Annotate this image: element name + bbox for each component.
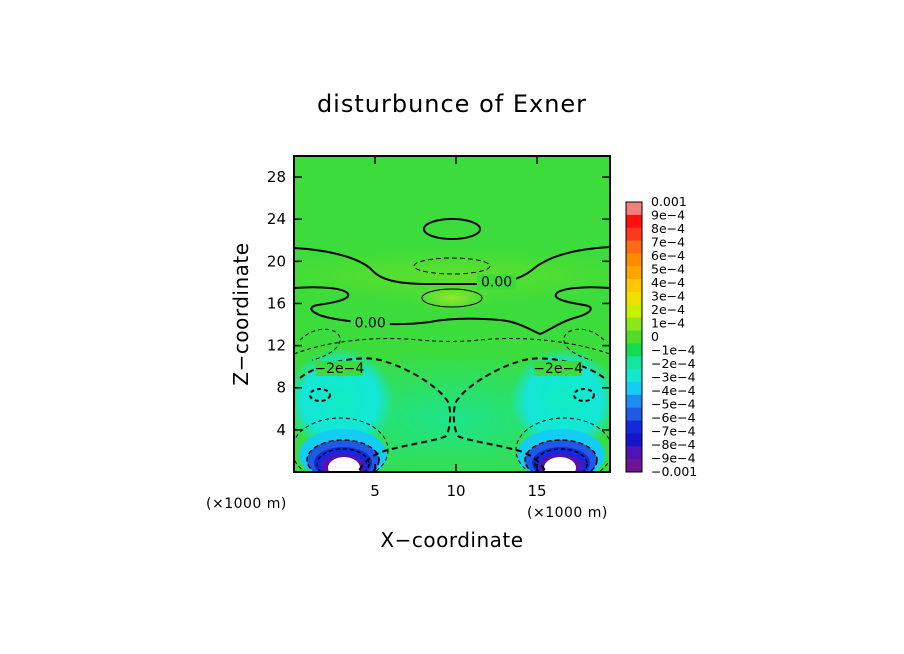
contour-zero-middle-right <box>554 286 610 319</box>
colorbar-segment <box>626 330 642 344</box>
contour-left-bottom-ring2 <box>316 448 370 472</box>
colorbar-label: −0.001 <box>651 464 697 479</box>
colorbar-segment <box>626 214 642 229</box>
contour-left-bottom-ring1 <box>306 439 380 472</box>
colorbar-segment <box>626 382 642 396</box>
right-out-of-range <box>544 457 576 472</box>
colorbar-label: 3e−4 <box>651 289 685 304</box>
colorbar-label: 0.001 <box>651 194 687 209</box>
y-tick-label: 28 <box>267 168 286 186</box>
contour-zero-upper <box>294 246 610 285</box>
contour-left-side-dashed <box>299 328 341 361</box>
x-unit-label-left: (×1000 m) <box>206 496 287 512</box>
y-axis-label: Z−coordinate <box>229 242 253 385</box>
contour-thin-dashed-mid <box>294 338 610 355</box>
colorbar-label: −1e−4 <box>651 343 696 358</box>
colorbar-label: 8e−4 <box>651 221 685 236</box>
y-tick-label: 24 <box>267 210 286 228</box>
chart-title: disturbunce of Exner <box>317 90 587 118</box>
contour-right-side-dashed <box>563 328 605 361</box>
colorbar-segment <box>626 420 642 434</box>
y-tick-label: 12 <box>267 337 286 355</box>
colorbar-label: 0 <box>651 329 659 344</box>
x-unit-label-right: (×1000 m) <box>527 505 608 521</box>
colorbar-label: −8e−4 <box>651 437 696 452</box>
colorbar-label: −9e−4 <box>651 451 696 466</box>
y-tick-label: 16 <box>267 294 286 312</box>
colorbar-label: 6e−4 <box>651 248 685 263</box>
colorbar-label: −7e−4 <box>651 424 696 439</box>
contour-label: −2e−4 <box>533 361 583 377</box>
colorbar-label: 7e−4 <box>651 235 685 250</box>
colorbar-segment <box>626 202 642 216</box>
x-tick-label: 5 <box>370 482 380 500</box>
contour-upper-negative <box>413 257 491 275</box>
contour-label-background <box>315 360 364 376</box>
y-tick-label: 8 <box>276 379 286 397</box>
colorbar-segment <box>626 240 642 254</box>
colorbar-label: 2e−4 <box>651 302 685 317</box>
colorbar-label: −3e−4 <box>651 370 696 385</box>
contour-right-bottom-ring1 <box>524 439 598 472</box>
left-out-of-range <box>328 457 360 472</box>
x-axis-label: X−coordinate <box>380 528 523 552</box>
colorbar-label: 5e−4 <box>651 262 685 277</box>
colorbar-segment <box>626 227 642 242</box>
colorbar-segment <box>626 459 642 473</box>
contour-label: 0.00 <box>481 275 512 291</box>
plot-area <box>294 156 610 472</box>
colorbar-label: 4e−4 <box>651 275 685 290</box>
colorbar-label: 1e−4 <box>651 316 685 331</box>
y-tick-label: 4 <box>276 421 286 439</box>
colorbar-segment <box>626 394 642 409</box>
x-tick-label: 10 <box>447 482 466 500</box>
plot-frame <box>293 155 611 473</box>
colorbar-segment <box>626 343 642 357</box>
contour-label-background <box>350 315 390 331</box>
y-tick-label: 20 <box>267 252 286 270</box>
contour-right-bottom-ring2 <box>534 448 588 472</box>
y-axis-ticks: 4 8 12 16 20 24 28 <box>267 168 610 439</box>
colorbar-label: −4e−4 <box>651 383 696 398</box>
contour-right-small-blue <box>573 388 595 402</box>
colorbar-segment <box>626 317 642 332</box>
colorbar-label: −6e−4 <box>651 410 696 425</box>
contour-label: −2e−4 <box>314 361 364 377</box>
colorbar-label: −5e−4 <box>651 397 696 412</box>
contour-label: 0.00 <box>355 316 386 332</box>
colorbar-segment <box>626 407 642 422</box>
colorbar-segment <box>626 446 642 460</box>
colorbar-segment <box>626 433 642 447</box>
contour-label-background <box>534 360 583 376</box>
colorbar-segment <box>626 266 642 280</box>
x-tick-label: 15 <box>528 482 547 500</box>
contour-left-small-blue <box>309 388 331 402</box>
upper-band-fill <box>294 248 610 304</box>
colorbar-segment <box>626 292 642 306</box>
colorbar-segment <box>626 369 642 383</box>
contour-label-layer: 0.00 0.00 −2e−4 −2e−4 <box>314 274 583 377</box>
colorbar: 0.0019e−48e−47e−46e−45e−44e−43e−42e−41e−… <box>625 194 697 479</box>
colorbar-segment <box>626 279 642 293</box>
contour-top-positive <box>423 218 481 240</box>
colorbar-segment <box>626 253 642 267</box>
contour-zero-middle-left <box>294 286 350 319</box>
colorbar-frame <box>625 201 643 473</box>
contour-right-bottom-outer <box>515 417 610 472</box>
colorbar-segment <box>626 304 642 319</box>
contour-left-bottom-outer <box>294 417 389 472</box>
x-axis-ticks: 5 10 15 <box>370 156 547 500</box>
colorbar-label: −2e−4 <box>651 356 696 371</box>
colorbar-label: 9e−4 <box>651 208 685 223</box>
contour-middle-positive <box>421 288 483 308</box>
contour-label-background <box>476 274 517 290</box>
colorbar-segment <box>626 356 642 370</box>
